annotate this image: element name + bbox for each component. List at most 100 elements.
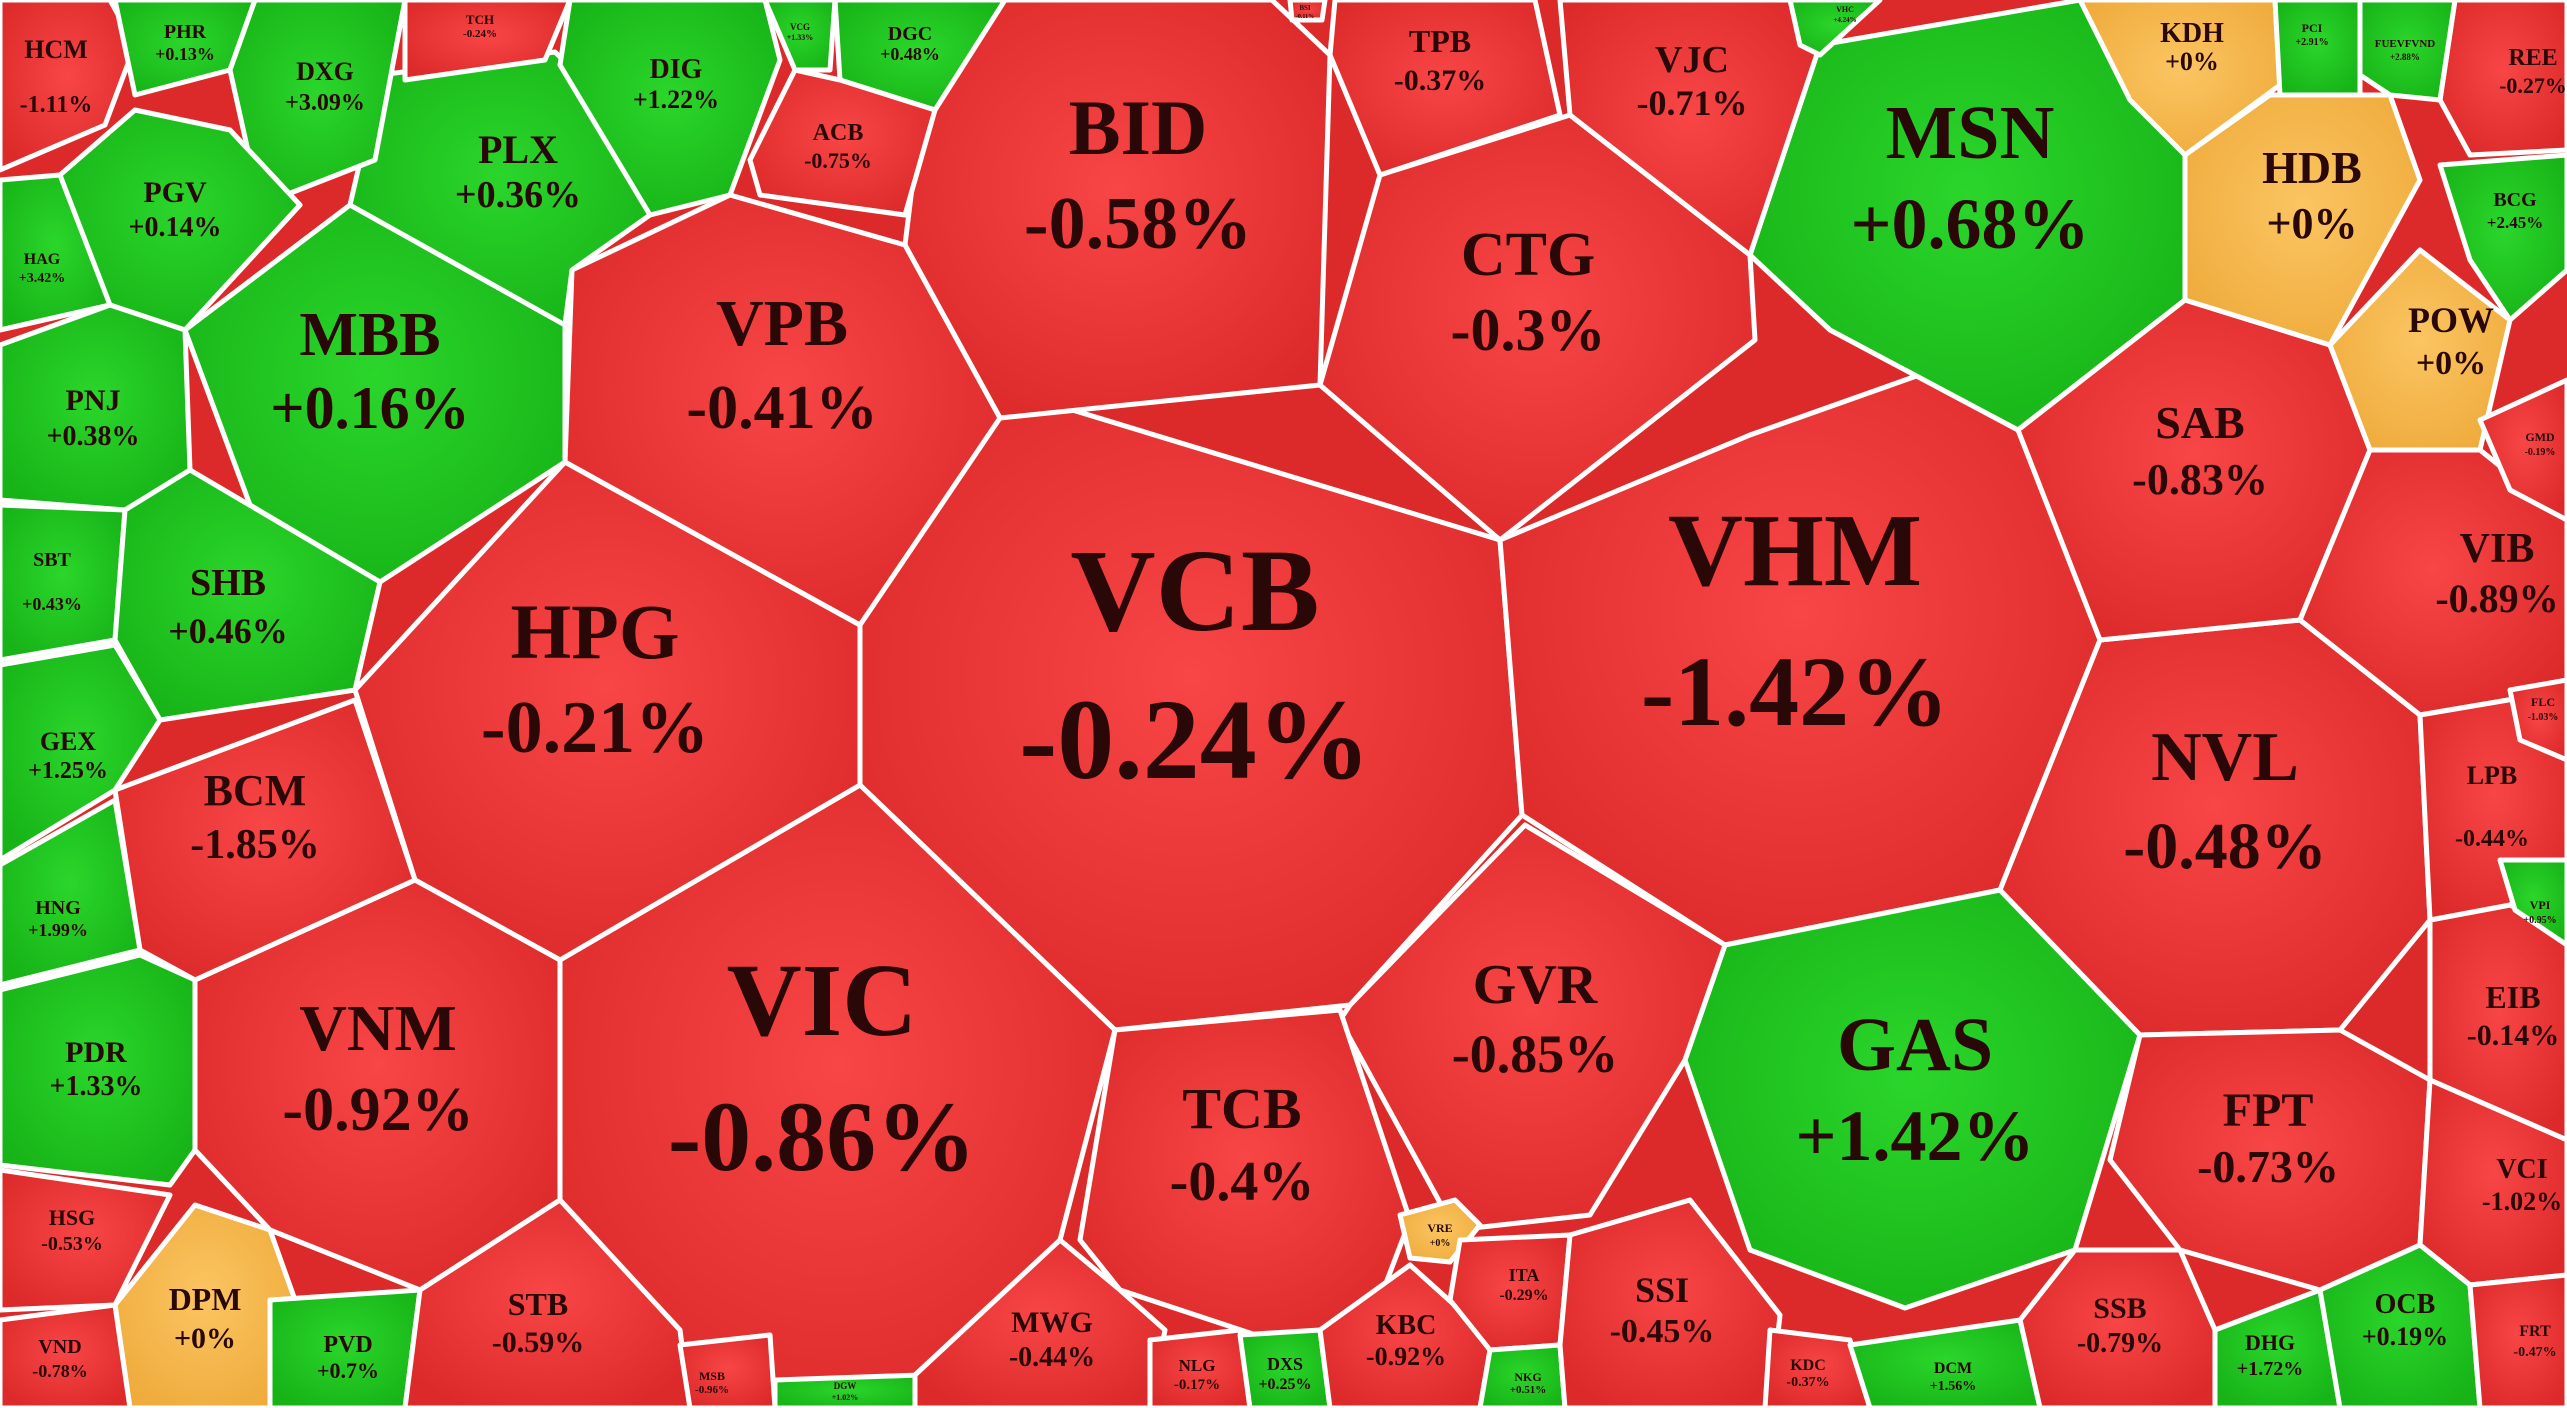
ticker-label: DXS (1267, 1354, 1303, 1374)
change-label: -0.44% (1009, 1342, 1095, 1373)
ticker-label: TCB (1182, 1076, 1301, 1141)
tile-shb[interactable] (112, 467, 383, 723)
change-label: -0.79% (2077, 1328, 2163, 1359)
tile-vcg[interactable] (762, 0, 838, 73)
tile-vib[interactable] (2297, 447, 2567, 718)
tile-dxg[interactable] (227, 0, 408, 208)
tile-hcm[interactable] (0, 0, 138, 173)
tile-gvr[interactable] (1337, 822, 1728, 1233)
ticker-label: DGW (834, 1381, 857, 1391)
tile-gex[interactable] (0, 642, 163, 863)
tile-dcm[interactable] (1847, 1317, 2043, 1408)
change-label: -0.89% (2435, 576, 2558, 621)
tile-pci[interactable] (2272, 0, 2363, 98)
tile-pvd[interactable] (267, 1287, 423, 1408)
ticker-label: OCB (2375, 1289, 2436, 1320)
ticker-label: VPI (2530, 898, 2551, 912)
change-label: -0.47% (2513, 1345, 2556, 1360)
change-label: -0.4% (1170, 1151, 1315, 1213)
tile-ssi[interactable] (1557, 1197, 1783, 1408)
tile-bcg[interactable] (2437, 152, 2567, 323)
tile-vhc[interactable] (1787, 0, 1883, 58)
change-label: -0.53% (41, 1233, 103, 1255)
change-label: +0.7% (317, 1358, 379, 1383)
ticker-label: SHB (190, 562, 266, 604)
change-label: +1.02% (832, 1393, 859, 1402)
change-label: +3.42% (19, 271, 65, 286)
tile-dig[interactable] (557, 0, 783, 218)
tile-pow[interactable] (2327, 247, 2513, 453)
ticker-label: DCM (1934, 1360, 1972, 1377)
tile-vnd[interactable] (0, 1302, 133, 1408)
ticker-label: PCI (2302, 21, 2323, 35)
change-label: +0% (2266, 199, 2357, 248)
ticker-label: VCB (1070, 525, 1319, 656)
change-label: +1.99% (28, 920, 88, 940)
change-label: -0.29% (1499, 1287, 1548, 1304)
change-label: -0.24% (1019, 676, 1370, 803)
ticker-label: STB (508, 1286, 568, 1322)
ticker-label: BSI (1299, 4, 1311, 12)
change-label: +0.36% (455, 174, 581, 216)
tile-pdr[interactable] (0, 952, 198, 1188)
ticker-label: SBT (33, 549, 71, 571)
tile-tpb[interactable] (1327, 0, 1563, 178)
tile-sbt[interactable] (0, 502, 128, 663)
tile-nkg[interactable] (1477, 1342, 1568, 1408)
ticker-label: BCG (2493, 189, 2537, 211)
change-label: +1.72% (2237, 1358, 2303, 1380)
tile-bsi[interactable] (1287, 0, 1328, 23)
ticker-label: VHM (1668, 493, 1922, 608)
ticker-label: DIG (650, 54, 703, 85)
tile-mwg[interactable] (912, 1237, 1168, 1408)
change-label: -1.85% (190, 822, 320, 868)
change-label: -0.96% (695, 1384, 729, 1396)
ticker-label: DXG (296, 57, 354, 86)
tile-kdc[interactable] (1762, 1327, 1873, 1408)
tile-dgw[interactable] (772, 1372, 923, 1408)
tile-frt[interactable] (2467, 1272, 2567, 1408)
ticker-label: VCG (790, 22, 810, 32)
ticker-label: FPT (2223, 1084, 2314, 1137)
tile-flc[interactable] (2507, 677, 2567, 763)
change-label: +1.22% (633, 85, 719, 114)
tile-vpi[interactable] (2497, 857, 2567, 948)
tile-dxs[interactable] (1237, 1327, 1333, 1408)
ticker-label: HSG (49, 1205, 95, 1230)
change-label: +0.95% (2523, 915, 2556, 926)
ticker-label: SAB (2155, 397, 2244, 448)
tile-tch[interactable] (402, 0, 573, 83)
change-label: +0% (2416, 345, 2486, 382)
ticker-label: NKG (1514, 1370, 1541, 1384)
ticker-label: KDH (2160, 18, 2224, 49)
change-label: +0.48% (880, 44, 940, 64)
tile-kdh[interactable] (2077, 0, 2283, 158)
ticker-label: FUEVFVND (2375, 38, 2436, 50)
change-label: -0.17% (1174, 1377, 1220, 1393)
change-label: -0.41% (686, 374, 877, 442)
tile-hng[interactable] (0, 797, 143, 988)
ticker-label: HCM (24, 35, 88, 64)
ticker-label: PHR (164, 21, 207, 43)
tile-vjc[interactable] (1557, 0, 1823, 258)
change-label: +0% (2165, 47, 2219, 76)
tile-fuevfvnd[interactable] (2357, 0, 2458, 103)
ticker-label: VPB (716, 287, 848, 360)
tile-gmd[interactable] (2477, 377, 2567, 523)
change-label: -0.24% (463, 28, 497, 40)
change-label: -1.11% (20, 92, 93, 118)
ticker-label: CTG (1461, 221, 1595, 289)
ticker-label: VND (38, 1336, 81, 1358)
change-label: -0.92% (1366, 1342, 1446, 1371)
ticker-label: PVD (323, 1332, 372, 1358)
change-label: +0.68% (1850, 184, 2089, 264)
tile-msb[interactable] (677, 1332, 778, 1408)
tile-nlg[interactable] (1147, 1327, 1253, 1408)
change-label: -0.73% (2197, 1141, 2339, 1192)
tile-dhg[interactable] (2212, 1287, 2343, 1408)
change-label: -0.48% (2123, 810, 2326, 883)
tile-acb[interactable] (747, 67, 938, 218)
change-label: +0.38% (47, 421, 140, 452)
ticker-label: TPB (1409, 23, 1471, 59)
ticker-label: VIC (727, 943, 918, 1058)
